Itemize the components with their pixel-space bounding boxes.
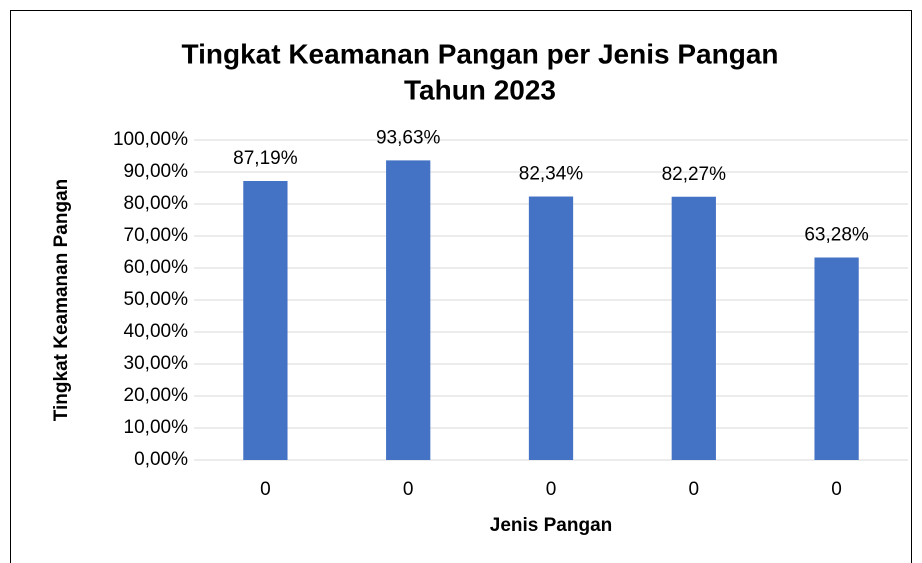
data-label: 82,27% — [662, 164, 727, 185]
data-label: 63,28% — [804, 225, 869, 246]
x-axis-title: Jenis Pangan — [490, 515, 613, 536]
y-axis-title: Tingkat Keamanan Pangan — [51, 179, 72, 422]
x-tick-label: 0 — [689, 479, 700, 500]
y-tick-label: 60,00% — [124, 257, 189, 278]
y-tick-label: 90,00% — [124, 161, 189, 182]
bar — [386, 160, 431, 460]
y-tick-label: 0,00% — [134, 449, 188, 470]
chart-title: Tingkat Keamanan Pangan per Jenis Pangan — [182, 38, 779, 69]
y-tick-label: 50,00% — [124, 289, 189, 310]
y-tick-label: 30,00% — [124, 353, 189, 374]
x-tick-label: 0 — [831, 479, 842, 500]
y-tick-label: 70,00% — [124, 225, 189, 246]
data-label: 93,63% — [376, 127, 441, 148]
bar — [671, 196, 716, 460]
chart-frame — [10, 10, 912, 563]
y-tick-label: 80,00% — [124, 193, 189, 214]
x-tick-label: 0 — [546, 479, 557, 500]
data-label: 87,19% — [233, 148, 298, 169]
bar — [243, 180, 288, 460]
bar — [528, 196, 574, 460]
bar — [814, 257, 859, 460]
x-tick-label: 0 — [260, 479, 271, 500]
x-tick-label: 0 — [403, 479, 414, 500]
y-tick-label: 10,00% — [124, 417, 189, 438]
y-tick-label: 100,00% — [113, 129, 188, 150]
y-tick-label: 20,00% — [124, 385, 189, 406]
chart-title: Tahun 2023 — [404, 74, 556, 105]
y-tick-label: 40,00% — [124, 321, 189, 342]
data-label: 82,34% — [519, 164, 584, 185]
